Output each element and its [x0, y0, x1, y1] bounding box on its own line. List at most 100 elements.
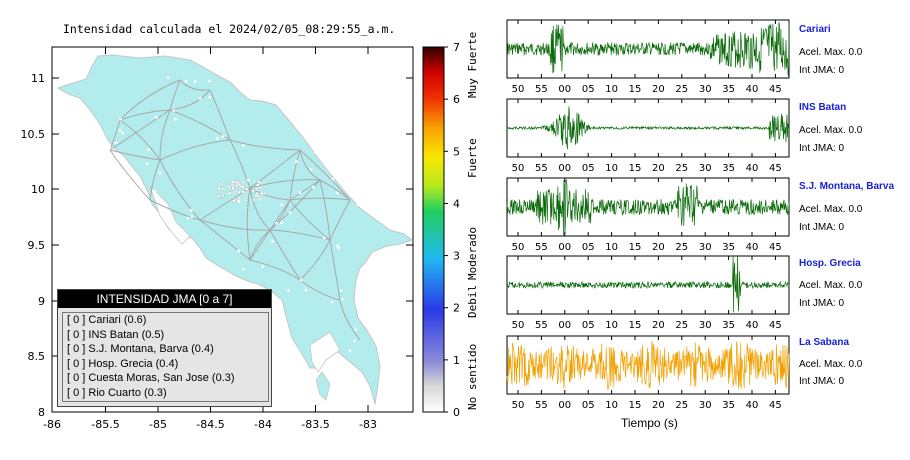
station-jma-cariari: Int JMA: 0: [799, 65, 845, 76]
station-name-hosp-grecia: Hosp. Grecia: [799, 258, 861, 269]
waveform-trace: [506, 21, 790, 77]
seismogram-panel: 50 55 00 05 10 15 20 25 30 35 40 45: [506, 177, 790, 253]
seismogram-tick-label: 20: [652, 400, 665, 411]
seismogram-tick-label: 25: [675, 242, 688, 253]
label-muy-fuerte: Muy Fuerte: [466, 31, 479, 98]
time-axis-label: Tiempo (s): [621, 416, 678, 430]
map-axis-ticks: -86 -85.5 -85 -84.5 -84 -83.5 -83 11 10.5 10 9.5 9 8…: [21, 47, 413, 431]
seismogram-tick-label: 35: [722, 242, 735, 253]
label-no-sentido: No sentido: [466, 343, 479, 410]
seismogram-tick-label: 55: [535, 84, 548, 95]
seismogram-panels: 50 55 00 05 10 15 20 25 30 35 40 45 50 55 00 05 10 15 20 25…: [506, 19, 790, 411]
seismogram-tick-label: 55: [535, 242, 548, 253]
map-x-tick-label: -85.5: [91, 418, 119, 431]
seismogram-tick-label: 45: [769, 242, 782, 253]
seismogram-panel: 50 55 00 05 10 15 20 25 30 35 40 45: [506, 19, 790, 95]
colorbar-tick-label: 5: [453, 145, 460, 158]
seismogram-tick-label: 25: [675, 163, 688, 174]
colorbar-gradient: [422, 46, 445, 413]
station-name-ins-batan: INS Batan: [799, 102, 847, 113]
colorbar-tick-label: 3: [453, 250, 460, 263]
seismogram-tick-label: 50: [512, 242, 525, 253]
station-acel-sj-montana: Acel. Max. 0.0: [799, 204, 863, 215]
seismogram-tick-label: 10: [605, 320, 618, 331]
seismogram-tick-label: 45: [769, 400, 782, 411]
map-x-tick-label: -86: [43, 418, 61, 431]
station-name-sj-montana: S.J. Montana, Barva: [799, 181, 895, 192]
seismogram-tick-label: 45: [769, 84, 782, 95]
seismogram-tick-label: 40: [746, 320, 759, 331]
legend-item: [ 0 ] S.J. Montana, Barva (0.4): [67, 343, 214, 356]
intensity-colorbar: 7 6 5 4 3 2 1 0: [422, 41, 460, 419]
seismogram-tick-label: 25: [675, 84, 688, 95]
station-jma-la-sabana: Int JMA: 0: [799, 376, 845, 387]
legend-item: [ 0 ] Cuesta Moras, San Jose (0.3): [67, 372, 235, 385]
seismogram-tick-label: 15: [629, 320, 642, 331]
colorbar-tick-label: 4: [453, 197, 460, 210]
seismogram-tick-label: 15: [629, 242, 642, 253]
colorbar-tick-label: 7: [453, 41, 460, 54]
seismogram-tick-label: 00: [558, 84, 571, 95]
station-jma-ins-batan: Int JMA: 0: [799, 143, 845, 154]
seismogram-panel: 50 55 00 05 10 15 20 25 30 35 40 45: [506, 255, 790, 331]
seismogram-tick-label: 15: [629, 84, 642, 95]
seismogram-tick-label: 30: [699, 163, 712, 174]
station-name-cariari: Cariari: [799, 24, 831, 35]
seismogram-tick-label: 30: [699, 320, 712, 331]
legend-item: [ 0 ] Hosp. Grecia (0.4): [67, 357, 179, 370]
legend-header: INTENSIDAD JMA [0 a 7]: [58, 290, 271, 308]
seismogram-tick-label: 30: [699, 84, 712, 95]
label-debil: Debil: [466, 284, 479, 318]
seismogram-tick-label: 00: [558, 320, 571, 331]
seismogram-tick-label: 30: [699, 400, 712, 411]
seismogram-tick-label: 40: [746, 242, 759, 253]
waveform-trace: [506, 106, 790, 150]
station-acel-la-sabana: Acel. Max. 0.0: [799, 359, 863, 370]
seismogram-tick-label: 05: [582, 400, 595, 411]
seismogram-tick-label: 20: [652, 84, 665, 95]
seismogram-panel: 50 55 00 05 10 15 20 25 30 35 40 45: [506, 98, 790, 174]
seismogram-tick-label: 55: [535, 320, 548, 331]
colorbar-tick-label: 2: [453, 302, 460, 315]
station-jma-hosp-grecia: Int JMA: 0: [799, 298, 845, 309]
station-acel-cariari: Acel. Max. 0.0: [799, 47, 863, 58]
legend-item: [ 0 ] Rio Cuarto (0.3): [67, 386, 167, 399]
station-jma-sj-montana: Int JMA: 0: [799, 222, 845, 233]
seismogram-tick-label: 20: [652, 320, 665, 331]
map-title: Intensidad calculada el 2024/02/05_08:29…: [63, 22, 396, 36]
seismogram-tick-label: 50: [512, 84, 525, 95]
colorbar-tick-label: 1: [453, 354, 460, 367]
station-acel-ins-batan: Acel. Max. 0.0: [799, 125, 863, 136]
seismogram-tick-label: 20: [652, 163, 665, 174]
seismogram-tick-label: 45: [769, 320, 782, 331]
seismogram-tick-label: 05: [582, 163, 595, 174]
station-acel-hosp-grecia: Acel. Max. 0.0: [799, 280, 863, 291]
label-moderado: Moderado: [466, 227, 479, 280]
map-x-tick-label: -83: [359, 418, 377, 431]
seismogram-tick-label: 35: [722, 320, 735, 331]
seismogram-tick-label: 40: [746, 163, 759, 174]
waveform-trace: [506, 340, 790, 390]
intensity-legend: INTENSIDAD JMA [0 a 7] [ 0 ] Cariari (0.…: [57, 289, 272, 407]
seismogram-tick-label: 45: [769, 163, 782, 174]
seismogram-tick-label: 00: [558, 400, 571, 411]
costa-rica-land: [56, 54, 414, 405]
seismogram-tick-label: 20: [652, 242, 665, 253]
map-y-tick-label: 8: [38, 406, 45, 419]
seismogram-tick-label: 50: [512, 400, 525, 411]
map-y-tick-label: 9: [38, 295, 45, 308]
seismogram-tick-label: 10: [605, 84, 618, 95]
station-name-la-sabana: La Sabana: [799, 337, 850, 348]
seismogram-frame: [506, 177, 790, 237]
seismogram-tick-label: 05: [582, 84, 595, 95]
seismogram-tick-label: 35: [722, 84, 735, 95]
map-x-tick-label: -84.5: [196, 418, 224, 431]
seismogram-tick-label: 25: [675, 320, 688, 331]
map-y-tick-label: 10: [31, 183, 45, 196]
seismogram-tick-label: 05: [582, 320, 595, 331]
seismogram-tick-label: 10: [605, 400, 618, 411]
seismogram-tick-label: 00: [558, 242, 571, 253]
waveform-trace: [506, 255, 790, 313]
seismogram-tick-label: 05: [582, 242, 595, 253]
seismogram-tick-label: 25: [675, 400, 688, 411]
